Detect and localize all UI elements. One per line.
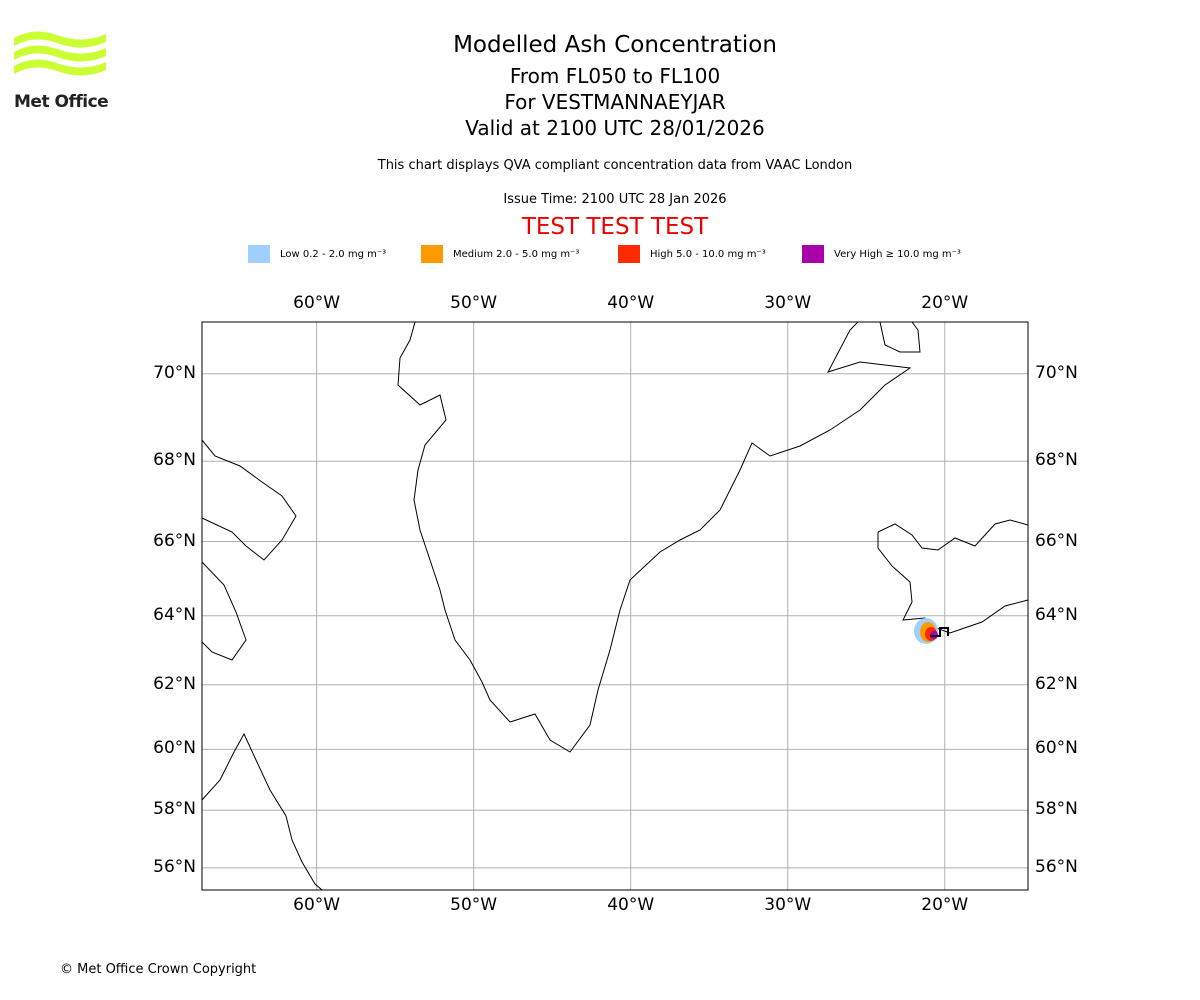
description: This chart displays QVA compliant concen…: [377, 158, 853, 173]
lon-label-bottom: 60°W: [293, 895, 341, 915]
valid-time: Valid at 2100 UTC 28/01/2026: [465, 116, 765, 140]
coast-baffin-south: [201, 561, 247, 661]
flight-levels: From FL050 to FL100: [509, 64, 721, 88]
lat-label-right: 68°N: [1035, 450, 1078, 471]
legend-low: Low 0.2 - 2.0 mg m⁻³: [248, 245, 386, 263]
lat-label-right: 64°N: [1035, 604, 1078, 625]
legend-very-high: Very High ≥ 10.0 mg m⁻³: [802, 245, 961, 263]
lon-label-bottom: 40°W: [607, 895, 655, 915]
ash-plume: [914, 618, 938, 644]
lat-label-left: 68°N: [153, 450, 196, 471]
lat-label-right: 62°N: [1035, 673, 1078, 694]
lat-label-right: 56°N: [1035, 856, 1078, 877]
coast-iceland: [877, 519, 1029, 634]
coastlines: [201, 321, 1029, 891]
test-banner: TEST TEST TEST: [521, 214, 709, 240]
volcano-marker: [930, 627, 949, 637]
lat-label-left: 60°N: [153, 738, 196, 759]
coast-labrador: [201, 732, 323, 891]
legend-swatch: [618, 245, 640, 263]
legend-swatch: [421, 245, 443, 263]
legend-swatch: [248, 245, 270, 263]
lon-label-top: 20°W: [921, 293, 969, 313]
lon-label-top: 30°W: [764, 293, 812, 313]
lat-label-right: 60°N: [1035, 738, 1078, 759]
coast-greenland-ne: [879, 321, 921, 353]
lat-label-left: 56°N: [153, 856, 196, 877]
lon-label-top: 50°W: [450, 293, 498, 313]
coast-greenland: [397, 321, 912, 753]
lon-label-bottom: 20°W: [921, 895, 969, 915]
chart-title: Modelled Ash Concentration: [453, 32, 777, 58]
lat-label-right: 58°N: [1035, 799, 1078, 820]
copyright: © Met Office Crown Copyright: [60, 962, 257, 977]
lon-label-bottom: 50°W: [450, 895, 498, 915]
graticule: [202, 322, 1028, 890]
legend-label: Low 0.2 - 2.0 mg m⁻³: [280, 248, 387, 260]
lat-label-right: 66°N: [1035, 530, 1078, 551]
lon-label-bottom: 30°W: [764, 895, 812, 915]
issue-time: Issue Time: 2100 UTC 28 Jan 2026: [503, 192, 727, 207]
legend-label: Very High ≥ 10.0 mg m⁻³: [834, 248, 961, 260]
legend-high: High 5.0 - 10.0 mg m⁻³: [618, 245, 766, 263]
lat-label-left: 66°N: [153, 530, 196, 551]
lon-label-top: 40°W: [607, 293, 655, 313]
volcano-name: For VESTMANNAEYJAR: [504, 90, 726, 114]
lat-label-left: 62°N: [153, 673, 196, 694]
met-office-logo: [14, 31, 106, 76]
lat-label-right: 70°N: [1035, 362, 1078, 383]
coast-baffin-north: [201, 439, 297, 561]
legend-swatch: [802, 245, 824, 263]
lat-label-left: 70°N: [153, 362, 196, 383]
legend-medium: Medium 2.0 - 5.0 mg m⁻³: [421, 245, 579, 263]
legend-label: High 5.0 - 10.0 mg m⁻³: [650, 248, 766, 260]
legend-label: Medium 2.0 - 5.0 mg m⁻³: [453, 248, 580, 260]
lat-label-left: 58°N: [153, 799, 196, 820]
logo-text: Met Office: [14, 92, 109, 112]
lon-label-top: 60°W: [293, 293, 341, 313]
lat-label-left: 64°N: [153, 604, 196, 625]
map-frame: [201, 321, 1029, 891]
